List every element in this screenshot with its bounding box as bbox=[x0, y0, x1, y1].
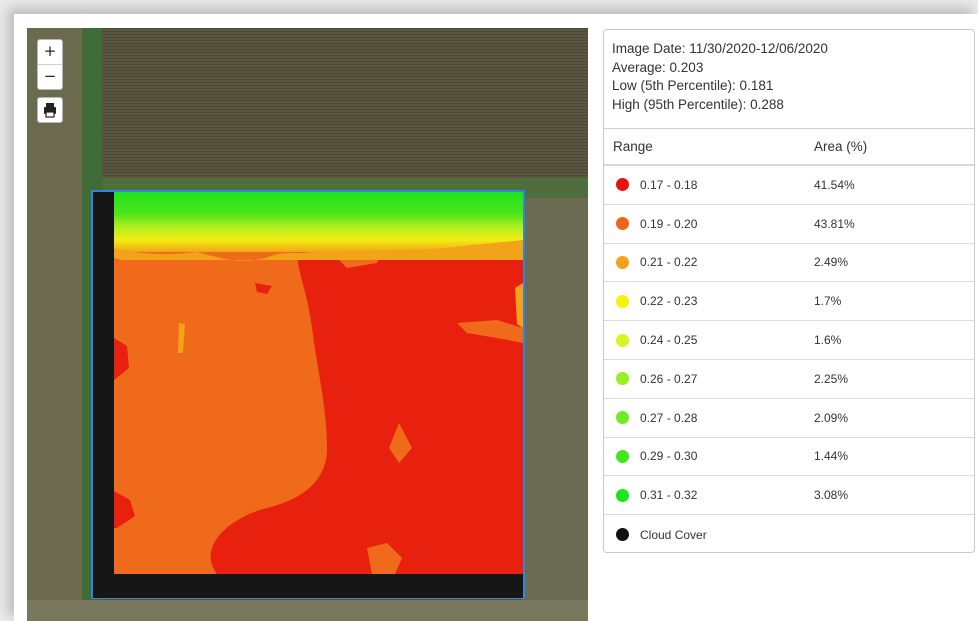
legend-range-cell: 0.31 - 0.32 bbox=[604, 488, 814, 502]
ndvi-legend-panel: Image Date: 11/30/2020-12/06/2020 Averag… bbox=[603, 29, 975, 553]
print-button[interactable] bbox=[37, 97, 63, 123]
range-label: 0.21 - 0.22 bbox=[640, 255, 698, 270]
zoom-out-button[interactable]: − bbox=[43, 67, 57, 85]
legend-range-cell: Cloud Cover bbox=[604, 528, 814, 542]
satellite-map[interactable]: + − bbox=[27, 28, 588, 621]
color-swatch-icon bbox=[616, 411, 629, 425]
legend-row: Cloud Cover bbox=[604, 515, 974, 554]
range-label: 0.29 - 0.30 bbox=[640, 449, 698, 464]
color-swatch-icon bbox=[616, 217, 629, 231]
legend-rows: 0.17 - 0.18 41.54% 0.19 - 0.20 43.81% 0.21 -… bbox=[604, 166, 974, 554]
legend-range-cell: 0.29 - 0.30 bbox=[604, 449, 814, 463]
area-percent: 2.25% bbox=[814, 371, 849, 386]
color-swatch-icon bbox=[616, 488, 629, 502]
range-label: 0.17 - 0.18 bbox=[640, 177, 698, 192]
area-percent: 2.09% bbox=[814, 410, 849, 425]
legend-row: 0.24 - 0.25 1.6% bbox=[604, 321, 974, 360]
color-swatch-icon bbox=[616, 372, 629, 386]
area-percent: 1.6% bbox=[814, 333, 842, 348]
image-date: Image Date: 11/30/2020-12/06/2020 bbox=[612, 41, 828, 56]
range-column-header: Range bbox=[613, 139, 653, 154]
legend-row: 0.22 - 0.23 1.7% bbox=[604, 282, 974, 322]
map-imagery bbox=[27, 28, 588, 621]
area-column-header: Area (%) bbox=[814, 139, 868, 154]
color-swatch-icon bbox=[616, 528, 629, 542]
color-swatch-icon bbox=[616, 255, 629, 269]
legend-range-cell: 0.27 - 0.28 bbox=[604, 411, 814, 425]
color-swatch-icon bbox=[616, 333, 629, 347]
legend-header: Range Area (%) bbox=[604, 129, 974, 166]
legend-row: 0.21 - 0.22 2.49% bbox=[604, 244, 974, 283]
area-percent: 3.08% bbox=[814, 488, 849, 503]
legend-range-cell: 0.17 - 0.18 bbox=[604, 178, 814, 192]
color-swatch-icon bbox=[616, 294, 629, 308]
range-label: 0.24 - 0.25 bbox=[640, 333, 698, 348]
color-swatch-icon bbox=[616, 449, 629, 463]
range-label: 0.19 - 0.20 bbox=[640, 216, 698, 231]
area-percent: 1.7% bbox=[814, 294, 842, 309]
image-stats: Image Date: 11/30/2020-12/06/2020 Averag… bbox=[604, 30, 974, 129]
area-percent: 41.54% bbox=[814, 177, 855, 192]
range-label: Cloud Cover bbox=[640, 527, 707, 542]
legend-row: 0.27 - 0.28 2.09% bbox=[604, 399, 974, 438]
area-percent: 43.81% bbox=[814, 216, 855, 231]
range-label: 0.22 - 0.23 bbox=[640, 294, 698, 309]
legend-range-cell: 0.24 - 0.25 bbox=[604, 333, 814, 347]
legend-row: 0.19 - 0.20 43.81% bbox=[604, 205, 974, 244]
zoom-control: + − bbox=[37, 39, 63, 90]
legend-row: 0.26 - 0.27 2.25% bbox=[604, 360, 974, 399]
low-percentile: Low (5th Percentile): 0.181 bbox=[612, 78, 774, 93]
legend-range-cell: 0.26 - 0.27 bbox=[604, 372, 814, 386]
range-label: 0.31 - 0.32 bbox=[640, 488, 698, 503]
printer-icon bbox=[44, 103, 56, 118]
zoom-in-button[interactable]: + bbox=[38, 40, 62, 65]
legend-row: 0.31 - 0.32 3.08% bbox=[604, 476, 974, 516]
average-value: Average: 0.203 bbox=[612, 59, 704, 75]
area-percent: 1.44% bbox=[814, 449, 849, 464]
legend-range-cell: 0.21 - 0.22 bbox=[604, 255, 814, 269]
legend-range-cell: 0.19 - 0.20 bbox=[604, 217, 814, 231]
legend-row: 0.29 - 0.30 1.44% bbox=[604, 438, 974, 477]
legend-range-cell: 0.22 - 0.23 bbox=[604, 294, 814, 308]
color-swatch-icon bbox=[616, 178, 629, 192]
area-percent: 2.49% bbox=[814, 255, 849, 270]
high-percentile: High (95th Percentile): 0.288 bbox=[612, 96, 784, 112]
range-label: 0.26 - 0.27 bbox=[640, 371, 698, 386]
legend-row: 0.17 - 0.18 41.54% bbox=[604, 166, 974, 205]
range-label: 0.27 - 0.28 bbox=[640, 410, 698, 425]
